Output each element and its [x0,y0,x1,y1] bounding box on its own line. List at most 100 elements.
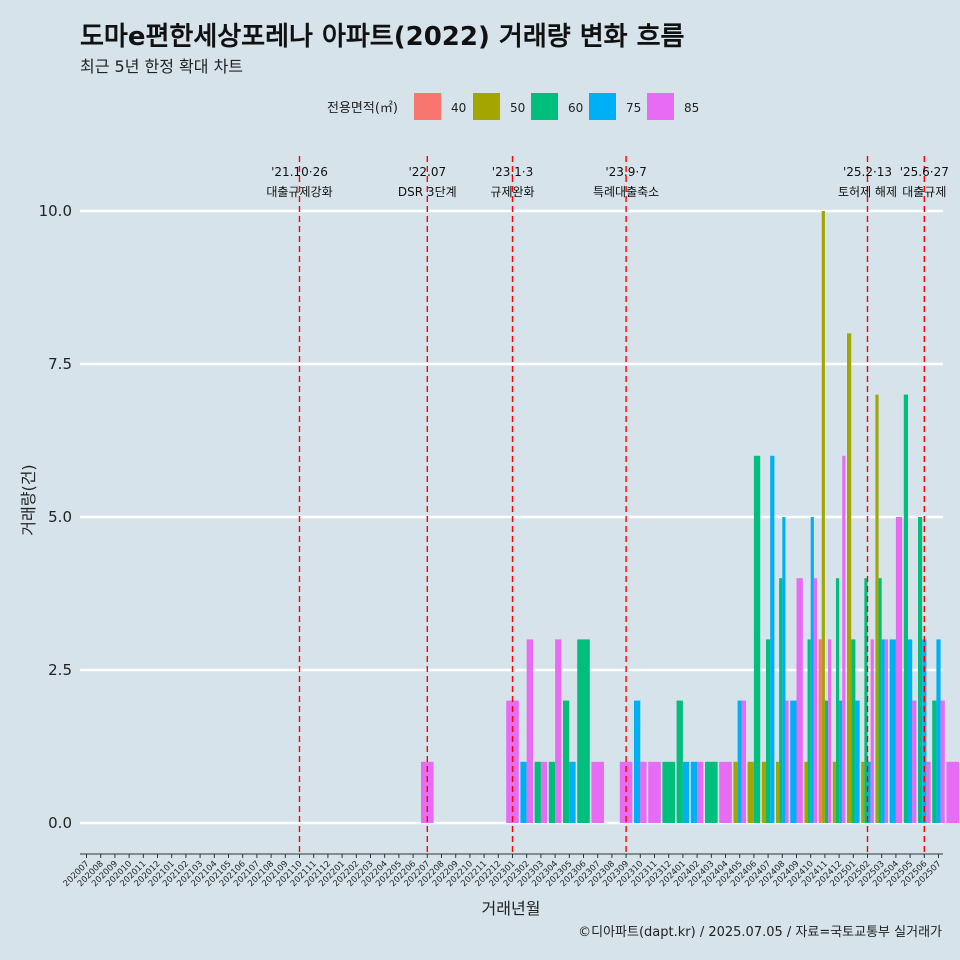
legend-label: 50 [510,101,525,115]
bar [697,761,704,823]
bar [705,761,718,823]
bar [821,211,825,823]
bar [569,761,576,823]
bar [619,761,633,823]
bar [926,761,931,823]
event-label: DSR 3단계 [398,185,457,199]
bar [770,455,775,823]
bar [839,700,843,823]
event-date-label: '21.10·26 [271,165,328,179]
bar [842,455,846,823]
bar [810,517,814,823]
bar [766,639,771,823]
legend-label: 40 [451,101,466,115]
chart-subtitle: 최근 5년 한정 확대 차트 [80,57,244,76]
legend-title: 전용면적(㎡) [327,101,398,116]
bar [912,700,917,823]
bar [785,700,789,823]
bar [540,761,548,823]
bar [690,761,698,823]
bar [534,761,541,823]
y-tick-label: 2.5 [48,661,72,679]
bar [676,700,683,823]
y-axis-title: 거래량(건) [19,464,38,535]
event-date-label: '23.9·7 [605,165,646,179]
bar [918,517,923,823]
bar [835,578,840,823]
bar [867,761,871,823]
bar [895,517,903,823]
bar [520,761,527,823]
bar [591,761,604,823]
bar [682,761,690,823]
legend-swatch [414,93,441,120]
legend-swatch [473,93,500,120]
bar [719,761,732,823]
bar [864,578,868,823]
bar [526,639,533,823]
bar [936,639,941,823]
bar [875,394,879,823]
bar [761,761,766,823]
event-label: 규제완화 [490,185,534,199]
bar [662,761,675,823]
x-axis-title: 거래년월 [482,899,541,918]
bar [824,700,829,823]
y-tick-label: 5.0 [48,508,72,526]
bar [818,639,822,823]
chart-title: 도마e편한세상포레나 아파트(2022) 거래량 변화 흐름 [80,22,685,52]
bar [776,761,780,823]
bar [832,761,836,823]
bar [753,455,761,823]
bar [634,700,641,823]
bar [932,700,937,823]
bar [804,761,808,823]
bar [648,761,661,823]
bar [946,761,959,823]
bar [747,761,754,823]
bar [577,639,590,823]
bar [828,639,832,823]
bar [779,578,783,823]
bar [741,700,746,823]
bar [790,700,797,823]
bar [881,639,885,823]
bar [940,700,945,823]
event-label: 대출규제 [902,185,946,199]
bar [878,578,882,823]
bar [861,761,865,823]
event-label: 특례대출축소 [593,185,659,199]
bar [870,639,874,823]
bar [855,700,860,823]
event-date-label: '25.2·13 [843,165,892,179]
bar [851,639,856,823]
bar [563,700,570,823]
event-date-label: '22.07 [408,165,446,179]
bar [640,761,647,823]
bar [782,517,786,823]
y-tick-label: 10.0 [39,202,72,220]
event-label: 토허제 해제 [838,185,897,199]
y-tick-label: 7.5 [48,355,72,373]
bar [548,761,556,823]
bar [813,578,817,823]
event-label: 대출규제강화 [266,185,332,199]
event-date-label: '23.1·3 [492,165,533,179]
bar [555,639,562,823]
legend-swatch [647,93,674,120]
bar [889,639,896,823]
bar [884,639,888,823]
bar [796,578,803,823]
legend-swatch [531,93,558,120]
bar [737,700,742,823]
bar [807,639,811,823]
event-date-label: '25.6·27 [900,165,949,179]
source-caption: ©디아파트(dapt.kr) / 2025.07.05 / 자료=국토교통부 실… [578,925,942,940]
bar [908,639,913,823]
bar [421,761,434,823]
legend-label: 75 [626,101,641,115]
y-tick-label: 0.0 [48,814,72,832]
legend-label: 60 [568,101,583,115]
bar [847,333,852,823]
